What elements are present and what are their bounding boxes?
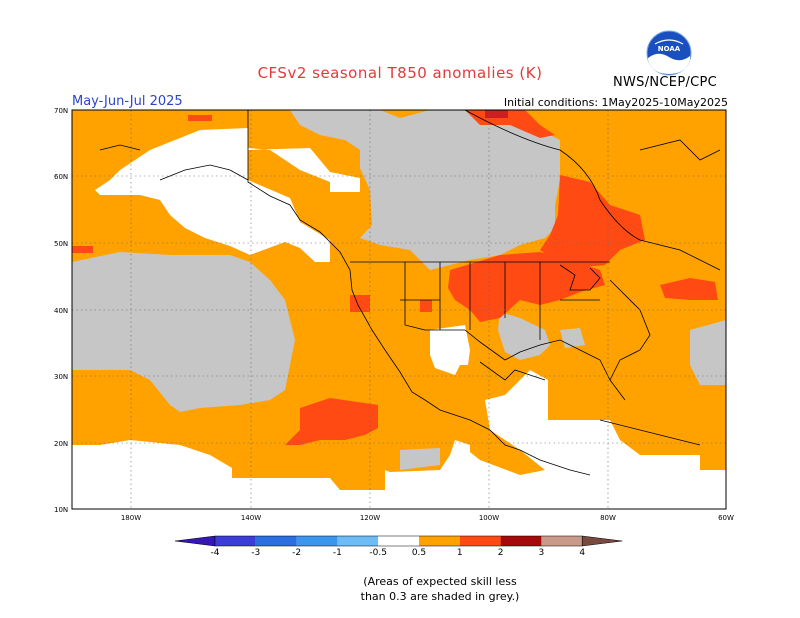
lat-label: 30N <box>54 373 68 381</box>
legend-swatch <box>337 536 379 546</box>
lat-label: 40N <box>54 307 68 315</box>
skill-note: (Areas of expected skill less than 0.3 a… <box>0 574 800 604</box>
anomaly-grey-region <box>498 312 550 360</box>
map-grid <box>72 110 726 509</box>
legend-label: 4 <box>579 548 585 558</box>
legend-labels: -4 -3 -2 -1 -0.5 0.5 1 2 3 4 <box>211 548 586 558</box>
anomaly-grey-region <box>690 320 726 385</box>
legend-label: 3 <box>539 548 545 558</box>
page-title: CFSv2 seasonal T850 anomalies (K) <box>257 64 543 82</box>
anomaly-grey-region <box>248 110 560 270</box>
legend-swatch <box>419 536 460 546</box>
lon-label: 180W <box>121 514 141 522</box>
legend-swatches <box>174 535 623 547</box>
coastlines <box>99 110 721 476</box>
legend-swatch <box>296 536 338 546</box>
anomaly-red-region <box>420 300 432 312</box>
anomaly-regions <box>72 110 726 509</box>
season-label: May-Jun-Jul 2025 <box>72 94 183 109</box>
anomaly-red-region <box>285 398 378 445</box>
legend-swatch <box>581 535 623 547</box>
anomaly-red-region <box>188 115 212 121</box>
lat-label: 60N <box>54 173 68 181</box>
noaa-logo-text: NOAA <box>658 45 681 53</box>
anomaly-red-region <box>448 252 605 322</box>
legend-swatch <box>174 535 216 547</box>
legend-label: 0.5 <box>412 548 426 558</box>
legend-swatch <box>255 536 297 546</box>
anomaly-grey-region <box>72 252 295 412</box>
legend-label: 2 <box>498 548 504 558</box>
latitude-labels: 70N 60N 50N 40N 30N 20N 10N <box>54 107 68 514</box>
anomaly-white-region <box>95 128 360 262</box>
agency-label: NWS/NCEP/CPC <box>613 75 718 90</box>
legend-swatch <box>215 536 256 546</box>
longitude-labels: 180W 140W 120W 100W 80W 60W <box>121 514 734 522</box>
initial-conditions-label: Initial conditions: 1May2025-10May2025 <box>503 96 728 109</box>
skill-note-line: (Areas of expected skill less <box>363 575 517 588</box>
anomaly-darkred-region <box>485 110 508 118</box>
legend-label: -2 <box>292 548 301 558</box>
lat-label: 20N <box>54 440 68 448</box>
anomaly-red-region <box>72 246 93 253</box>
skill-note-line: than 0.3 are shaded in grey.) <box>360 590 520 603</box>
lon-label: 140W <box>241 514 261 522</box>
anomaly-map: 70N 60N 50N 40N 30N 20N 10N 180W 140W 12… <box>54 107 734 522</box>
legend-swatch <box>541 536 583 546</box>
anomaly-red-region <box>350 295 370 312</box>
legend-outline <box>214 535 583 547</box>
legend-label: -1 <box>333 548 342 558</box>
lon-label: 100W <box>479 514 499 522</box>
legend-swatch <box>459 536 501 546</box>
legend-swatch <box>500 536 542 546</box>
legend-label: -0.5 <box>369 548 387 558</box>
lon-label: 80W <box>600 514 616 522</box>
noaa-logo: NOAA <box>646 30 692 76</box>
legend-label: -3 <box>251 548 260 558</box>
lat-label: 70N <box>54 107 68 115</box>
lon-label: 60W <box>718 514 734 522</box>
legend-swatch <box>378 536 419 546</box>
anomaly-white-region <box>430 325 470 375</box>
legend-label: 1 <box>457 548 463 558</box>
anomaly-red-region <box>540 175 645 268</box>
anomaly-white-region <box>72 370 726 509</box>
lat-label: 10N <box>54 506 68 514</box>
lat-label: 50N <box>54 240 68 248</box>
legend-label: -4 <box>211 548 220 558</box>
anomaly-grey-region <box>400 448 440 470</box>
lon-label: 120W <box>360 514 380 522</box>
map-frame <box>71 109 727 510</box>
anomaly-red-region <box>660 278 718 300</box>
